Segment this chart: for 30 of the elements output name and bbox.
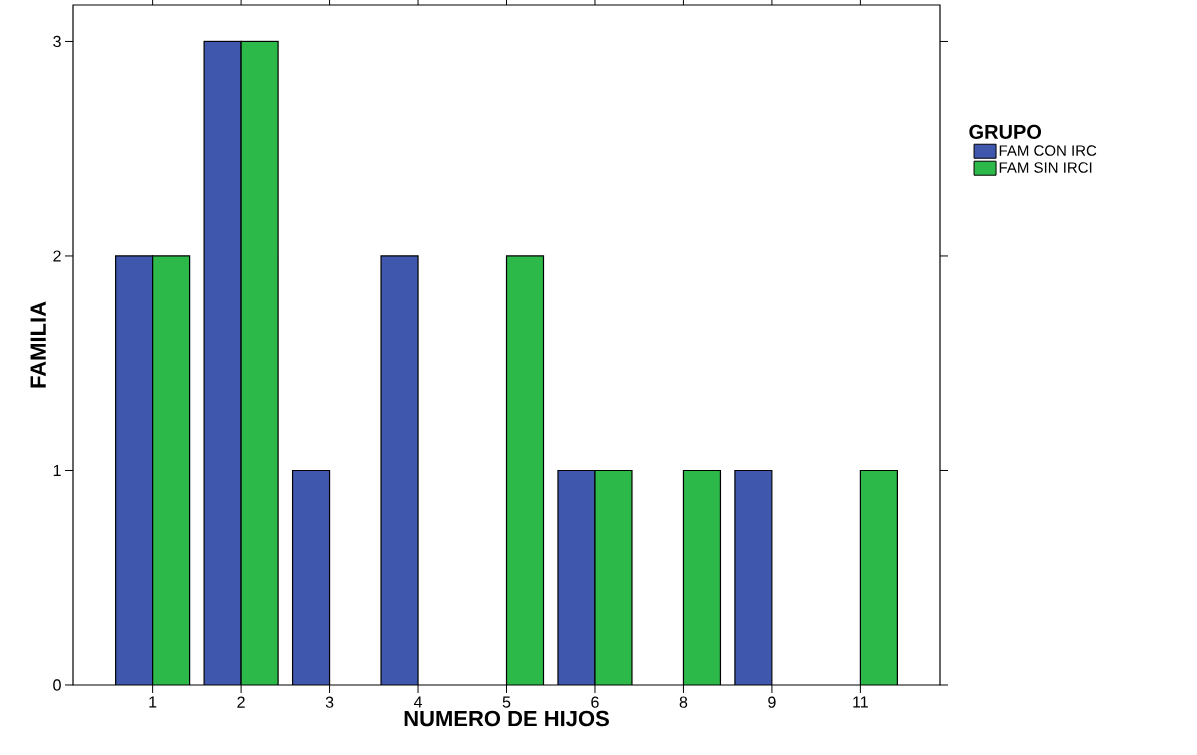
y-axis-title: FAMILIA (30, 301, 46, 388)
x-tick-label: 2 (237, 696, 245, 708)
bar (380, 255, 419, 685)
bar (505, 255, 545, 685)
y-tick-label: 3 (53, 35, 61, 48)
y-tick-label: 1 (53, 464, 61, 476)
bar (240, 40, 279, 685)
x-tick-label: 1 (149, 696, 157, 708)
bar (152, 255, 191, 685)
legend-label: FAM SIN IRCI (999, 162, 1092, 173)
legend-label: FAM CON IRC (999, 145, 1097, 156)
legend-title: GRUPO (969, 124, 1042, 139)
bar (594, 469, 633, 685)
y-tick-label: 0 (53, 679, 61, 691)
bar (291, 469, 331, 685)
x-tick-label: 4 (413, 696, 423, 708)
x-tick-label: 5 (502, 696, 511, 708)
x-tick-label: 6 (591, 696, 599, 708)
bar (115, 255, 154, 685)
bar (557, 469, 596, 685)
bar (682, 469, 722, 685)
x-tick-label: 8 (679, 696, 688, 708)
bar (734, 469, 773, 685)
bar (859, 469, 898, 685)
x-tick-label: 9 (768, 696, 776, 708)
bar (203, 40, 242, 685)
x-tick-label: 3 (325, 696, 334, 708)
y-tick-label: 2 (53, 250, 61, 262)
x-axis-title: NUMERO DE HIJOS (404, 710, 609, 727)
x-tick-label: 11 (853, 696, 868, 708)
